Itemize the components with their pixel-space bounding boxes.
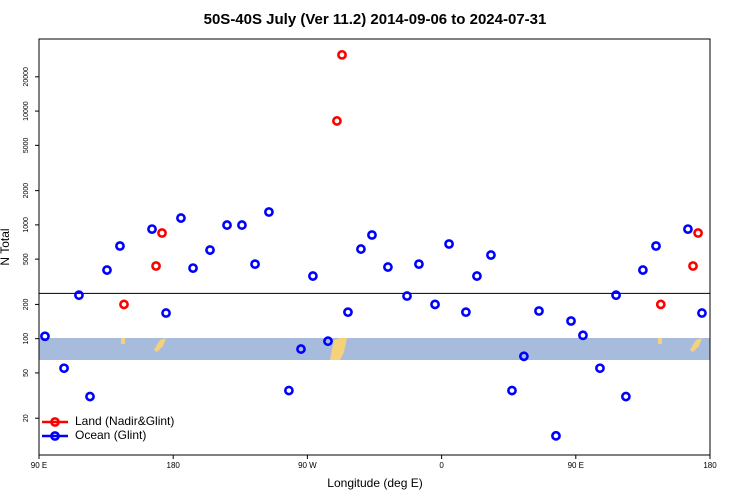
point — [337, 49, 347, 60]
point — [102, 265, 112, 275]
y-axis-label: N Total — [0, 228, 12, 265]
point — [284, 385, 294, 396]
point — [296, 344, 306, 354]
y-tick-label: 2000 — [23, 183, 30, 199]
point — [151, 261, 161, 271]
land-patch — [330, 338, 347, 360]
land-patch — [121, 338, 125, 344]
y-tick-label: 50 — [23, 369, 30, 377]
point — [578, 330, 588, 341]
point — [486, 250, 496, 260]
point — [85, 391, 95, 402]
point — [59, 363, 69, 374]
point — [308, 271, 318, 281]
point — [119, 299, 129, 310]
point — [367, 230, 377, 240]
point — [551, 430, 561, 441]
x-tick-label: 0 — [439, 461, 444, 470]
y-tick-label: 500 — [23, 253, 30, 265]
point — [693, 228, 703, 238]
point — [176, 213, 186, 223]
point — [356, 244, 366, 254]
point — [595, 363, 605, 374]
legend-label: Land (Nadir&Glint) — [75, 414, 174, 428]
point — [74, 290, 84, 301]
x-tick-label: 180 — [167, 461, 181, 470]
point — [430, 299, 440, 310]
y-tick-label: 20 — [23, 414, 30, 422]
point — [40, 331, 50, 342]
land-patch — [658, 338, 662, 344]
point — [147, 224, 157, 235]
point — [414, 259, 424, 270]
point — [115, 241, 125, 251]
point — [461, 307, 471, 318]
x-tick-label: 90 E — [31, 461, 47, 470]
point — [323, 336, 333, 347]
plot-frame — [38, 38, 711, 456]
point — [638, 265, 648, 275]
y-tick-label: 20000 — [23, 67, 30, 87]
point — [383, 262, 393, 272]
point — [655, 299, 666, 310]
point — [566, 316, 576, 326]
x-tick-label: 90 W — [298, 461, 317, 470]
y-tick-label: 100 — [23, 333, 30, 345]
point — [651, 241, 661, 251]
x-tick-label: 180 — [703, 461, 717, 470]
y-tick-label: 1000 — [23, 217, 30, 233]
point — [332, 116, 342, 126]
legend-label: Ocean (Glint) — [75, 428, 146, 442]
x-axis-label: Longitude (deg E) — [327, 476, 422, 490]
legend-marker — [50, 431, 60, 441]
point — [222, 220, 232, 230]
legend-marker — [50, 417, 60, 427]
point — [534, 306, 544, 316]
map-strip — [39, 338, 710, 360]
point — [683, 224, 693, 235]
point — [205, 245, 215, 255]
point — [402, 291, 412, 301]
point — [507, 385, 517, 396]
point — [444, 239, 454, 249]
chart-title: 50S-40S July (Ver 11.2) 2014-09-06 to 20… — [204, 11, 547, 28]
point — [161, 308, 171, 318]
point — [611, 290, 621, 301]
land-patch — [690, 338, 702, 352]
x-tick-label: 90 E — [568, 461, 584, 470]
point — [688, 261, 698, 271]
y-tick-label: 5000 — [23, 137, 30, 153]
land-patch — [154, 338, 166, 352]
point — [697, 308, 707, 318]
point — [250, 259, 260, 270]
point — [519, 351, 529, 362]
point — [237, 220, 247, 230]
point — [264, 207, 274, 217]
point — [343, 307, 353, 318]
point — [472, 271, 482, 281]
y-tick-label: 200 — [23, 298, 30, 310]
point — [188, 263, 198, 274]
land-strip — [121, 338, 702, 360]
point — [621, 391, 631, 402]
y-tick-label: 10000 — [23, 101, 30, 121]
point — [157, 228, 167, 238]
